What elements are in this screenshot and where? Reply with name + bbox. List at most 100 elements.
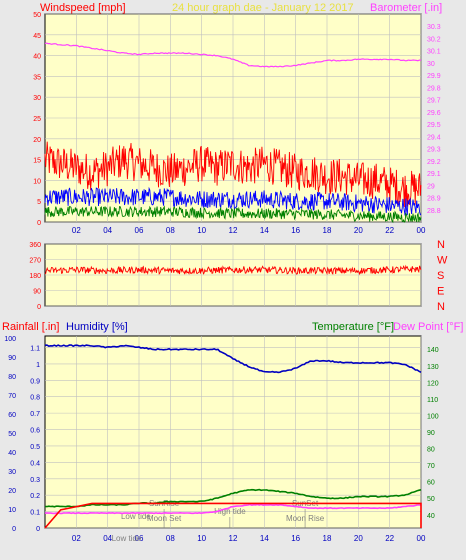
x-tick-label: 18 bbox=[323, 226, 332, 235]
compass-label: S bbox=[437, 270, 444, 282]
barometer-tick: 29.7 bbox=[427, 98, 441, 105]
humidity-tick: 40 bbox=[8, 450, 16, 457]
windspeed-tick: 25 bbox=[33, 116, 41, 123]
temperature-tick: 60 bbox=[427, 480, 435, 487]
rainfall-tick: 0.2 bbox=[30, 493, 40, 500]
event-label: Low tide bbox=[112, 534, 142, 543]
windspeed-tick: 5 bbox=[37, 199, 41, 206]
wind-avg-series bbox=[44, 186, 422, 216]
x-tick-label: 04 bbox=[103, 534, 112, 543]
x-tick-label: 16 bbox=[291, 226, 300, 235]
windspeed-tick: 20 bbox=[33, 137, 41, 144]
x-tick-label: 22 bbox=[385, 534, 394, 543]
x-tick-label: 20 bbox=[354, 226, 363, 235]
temperature-axis-label: Temperature [°F] bbox=[312, 321, 394, 333]
barometer-tick: 30.2 bbox=[427, 36, 441, 43]
x-tick-label: 22 bbox=[385, 226, 394, 235]
rainfall-tick: 0.7 bbox=[30, 411, 40, 418]
windspeed-axis-label: Windspeed [mph] bbox=[40, 2, 126, 14]
humidity-tick: 30 bbox=[8, 469, 16, 476]
x-tick-label: 06 bbox=[135, 226, 144, 235]
event-label: High tide bbox=[214, 507, 246, 516]
rainfall-tick: 0.3 bbox=[30, 477, 40, 484]
direction-tick: 360 bbox=[29, 242, 41, 249]
barometer-tick: 29.2 bbox=[427, 159, 441, 166]
x-tick-label: 16 bbox=[291, 534, 300, 543]
barometer-tick: 28.8 bbox=[427, 208, 441, 215]
dewpoint-series bbox=[44, 503, 422, 515]
rainfall-tick: 1 bbox=[36, 362, 40, 369]
compass-label: E bbox=[437, 286, 444, 298]
direction-tick-labels: 0 90 180 270 360 bbox=[29, 242, 41, 311]
x-tick-label: 02 bbox=[72, 226, 81, 235]
rainfall-tick: 1.1 bbox=[30, 345, 40, 352]
dewpoint-axis-label: Dew Point [°F] bbox=[393, 321, 463, 333]
direction-series bbox=[44, 264, 422, 276]
windspeed-tick: 0 bbox=[37, 220, 41, 227]
x-tick-label: 00 bbox=[417, 226, 426, 235]
wind-direction-series bbox=[44, 264, 422, 276]
humidity-tick: 50 bbox=[8, 431, 16, 438]
event-label: Moon Set bbox=[147, 514, 182, 523]
temp-hum-series bbox=[44, 344, 422, 529]
x-tick-label: 10 bbox=[197, 534, 206, 543]
x-tick-label: 08 bbox=[166, 534, 175, 543]
humidity-tick: 100 bbox=[4, 336, 16, 343]
direction-tick: 270 bbox=[29, 258, 41, 265]
windspeed-tick: 15 bbox=[33, 158, 41, 165]
barometer-tick: 29.4 bbox=[427, 134, 441, 141]
barometer-tick: 29.3 bbox=[427, 147, 441, 154]
humidity-series bbox=[44, 344, 422, 374]
humidity-tick: 90 bbox=[8, 355, 16, 362]
humidity-tick: 10 bbox=[8, 507, 16, 514]
wind-low-series bbox=[44, 205, 422, 224]
x-tick-label: 14 bbox=[260, 226, 269, 235]
rainfall-tick: 0.6 bbox=[30, 428, 40, 435]
barometer-tick: 29.9 bbox=[427, 73, 441, 80]
humidity-axis-label: Humidity [%] bbox=[66, 321, 128, 333]
direction-tick: 0 bbox=[37, 304, 41, 311]
temperature-tick: 50 bbox=[427, 496, 435, 503]
temperature-tick: 110 bbox=[427, 397, 438, 404]
x-tick-label: 20 bbox=[354, 534, 363, 543]
barometer-tick: 29.5 bbox=[427, 122, 441, 129]
rainfall-tick: 0.4 bbox=[30, 460, 40, 467]
x-tick-label: 12 bbox=[229, 226, 238, 235]
barometer-series bbox=[44, 42, 421, 68]
barometer-tick: 29.6 bbox=[427, 110, 441, 117]
temperature-tick: 70 bbox=[427, 463, 435, 470]
barometer-tick-labels: 28.8 28.9 29 29.1 29.2 29.3 29.4 29.5 29.6 29.7 29… bbox=[427, 24, 441, 215]
x-tick-label: 02 bbox=[72, 534, 81, 543]
temperature-tick: 120 bbox=[427, 380, 439, 387]
direction-grid bbox=[45, 243, 422, 307]
windspeed-tick: 35 bbox=[33, 74, 41, 81]
humidity-tick: 70 bbox=[8, 393, 16, 400]
rainfall-tick-labels: 0 0.1 0.2 0.3 0.4 0.5 0.6 0.7 0.8 0.9 1 1.1 bbox=[30, 345, 40, 533]
x-tick-label: 10 bbox=[197, 226, 206, 235]
rainfall-tick: 0.5 bbox=[30, 444, 40, 451]
barometer-tick: 29.8 bbox=[427, 85, 441, 92]
x-tick-label: 06 bbox=[135, 534, 144, 543]
compass-label: W bbox=[437, 255, 448, 267]
direction-tick: 90 bbox=[33, 289, 41, 296]
barometer-tick: 30 bbox=[427, 61, 435, 68]
temp-hum-x-tick-labels: 02 04 06 08 10 12 14 16 18 20 22 00 bbox=[72, 534, 426, 543]
temp-hum-grid bbox=[45, 336, 422, 529]
graph-title: 24 hour graph dae - January 12 2017 bbox=[172, 2, 354, 14]
windspeed-tick-labels: 0 5 10 15 20 25 30 35 40 45 50 bbox=[33, 12, 41, 227]
temperature-tick: 40 bbox=[427, 513, 435, 520]
x-tick-label: 00 bbox=[417, 534, 426, 543]
wind-baro-x-tick-labels: 02 04 06 08 10 12 14 16 18 20 22 00 bbox=[72, 226, 426, 235]
x-tick-label: 14 bbox=[260, 534, 269, 543]
temperature-series bbox=[44, 488, 422, 508]
rainfall-tick: 0.9 bbox=[30, 378, 40, 385]
windspeed-tick: 45 bbox=[33, 33, 41, 40]
temperature-tick: 80 bbox=[427, 447, 435, 454]
barometer-tick: 29.1 bbox=[427, 171, 441, 178]
rainfall-tick: 0.8 bbox=[30, 395, 40, 402]
x-tick-label: 12 bbox=[229, 534, 238, 543]
temperature-tick: 100 bbox=[427, 413, 439, 420]
humidity-tick: 80 bbox=[8, 374, 16, 381]
direction-tick: 180 bbox=[29, 273, 41, 280]
